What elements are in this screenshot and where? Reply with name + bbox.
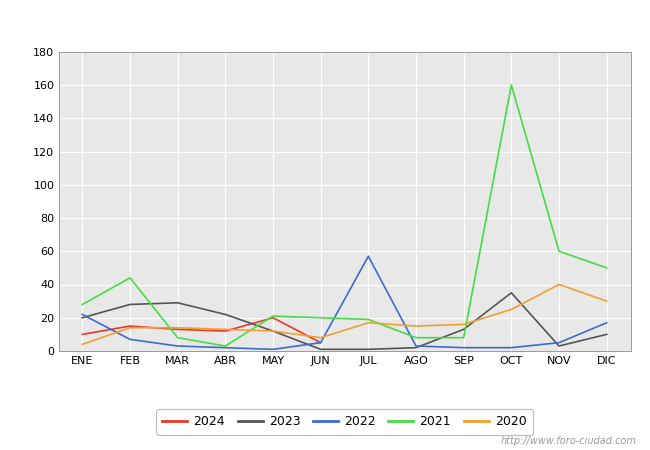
- Text: Matriculaciones de Vehiculos en Bellús: Matriculaciones de Vehiculos en Bellús: [170, 16, 480, 31]
- Legend: 2024, 2023, 2022, 2021, 2020: 2024, 2023, 2022, 2021, 2020: [156, 409, 533, 435]
- Text: http://www.foro-ciudad.com: http://www.foro-ciudad.com: [501, 436, 637, 446]
